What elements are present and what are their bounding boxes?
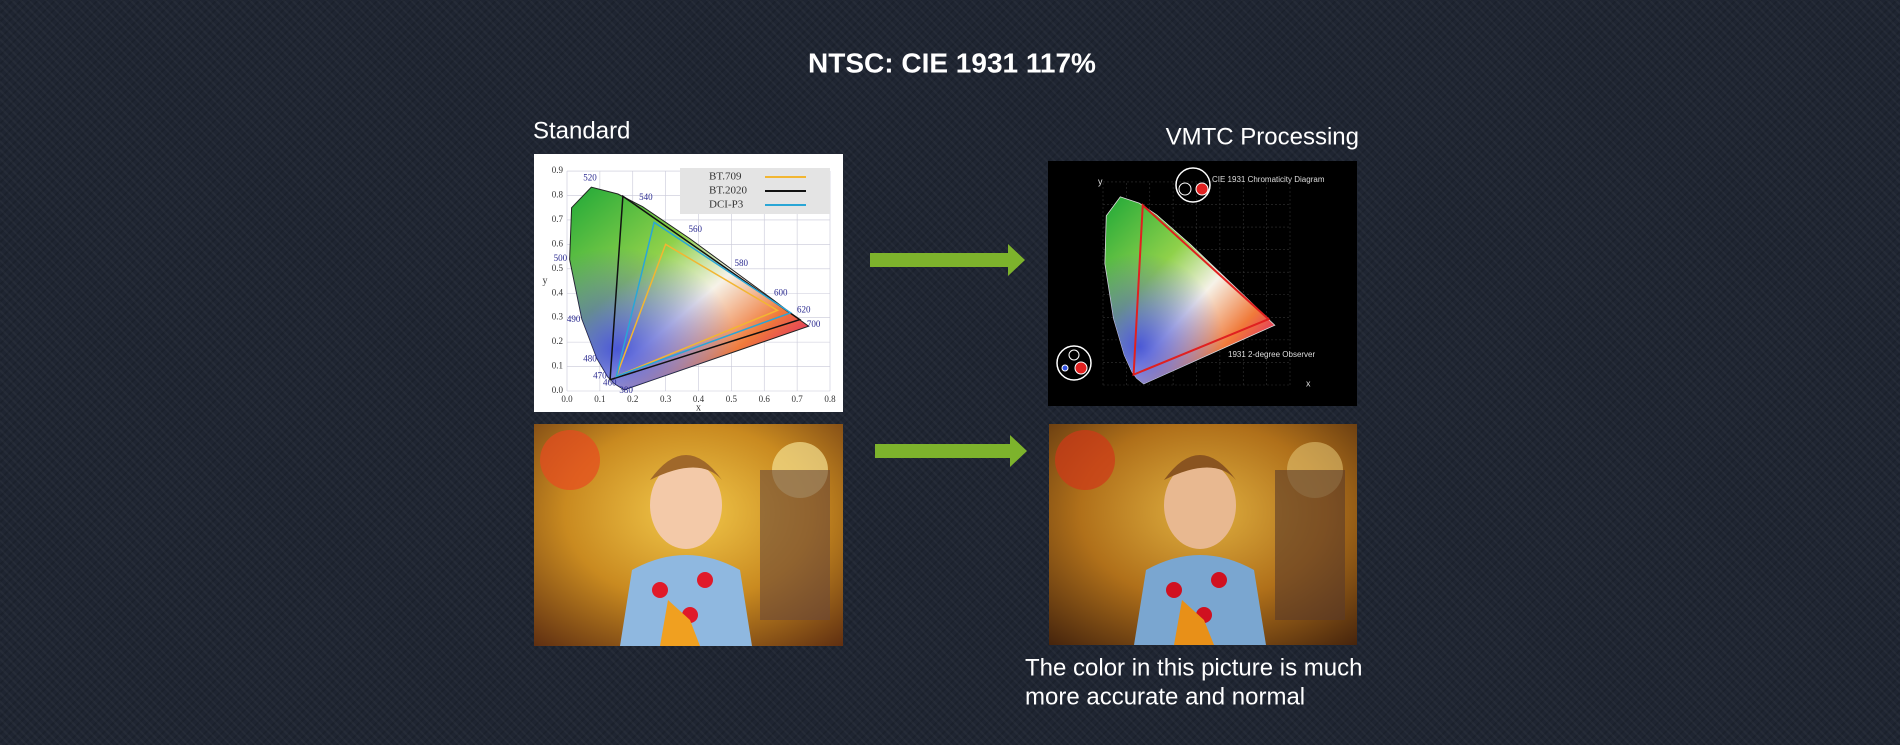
x-tick-label: 0.2 (627, 394, 638, 404)
icon-dot (1195, 182, 1209, 196)
x-tick-label: 0.1 (594, 394, 605, 404)
processed-diagram: CIE 1931 Chromaticity Diagram 1931 2-degr… (1056, 167, 1325, 388)
x-tick-label: 0.0 (561, 394, 573, 404)
wavelength-label: 460 (603, 378, 617, 388)
x-tick-label: 0.4 (693, 394, 705, 404)
icon-dot (1061, 364, 1069, 372)
y-tick-label: 0.4 (552, 287, 564, 297)
gamut-triangle (615, 221, 793, 378)
legend-label: DCI-P3 (709, 199, 744, 211)
y-tick-label: 0.7 (552, 214, 564, 224)
panel-label: Standard (533, 117, 630, 144)
standard-diagram: 0.0 0.1 0.2 0.3 0.4 0.5 0.6 0.7 0.8 0.0 0.1 0.2 0.3 0… (543, 165, 837, 413)
gamut-triangle (615, 243, 780, 378)
caption: The color in this picture is much (1025, 654, 1362, 681)
wavelength-label: 620 (797, 304, 811, 314)
icon-circle (1056, 345, 1092, 381)
legend-box (680, 168, 830, 214)
legend-label: BT.2020 (709, 185, 747, 197)
icon-dot (1068, 349, 1080, 361)
blue-region (1104, 196, 1275, 384)
wavelength-label: 470 (593, 370, 607, 380)
y-tick-label: 0.9 (552, 165, 564, 175)
y-tick-label: 0.6 (552, 238, 564, 248)
wavelength-label: 490 (567, 314, 581, 324)
photo-processed (1049, 424, 1357, 645)
diagram-note: 1931 2-degree Observer (1228, 350, 1316, 359)
icon-dot (1074, 361, 1088, 375)
legend-label: BT.709 (709, 171, 742, 183)
x-tick-label: 0.5 (726, 394, 738, 404)
y-tick-label: 0.8 (552, 190, 564, 200)
arrow (870, 244, 1025, 276)
x-tick-label: 0.8 (824, 394, 836, 404)
wavelength-label: 480 (583, 353, 597, 363)
photo-standard (534, 424, 843, 646)
y-axis-label: y (543, 275, 548, 286)
y-tick-label: 0.5 (552, 263, 564, 273)
x-tick-label: 0.3 (660, 394, 672, 404)
wavelength-label: 600 (774, 287, 788, 297)
wavelength-label: 520 (583, 172, 597, 182)
y-tick-label: 0.1 (552, 361, 563, 371)
icon-dot (1178, 182, 1192, 196)
x-tick-label: 0.7 (792, 394, 804, 404)
x-tick-label: 0.6 (759, 394, 771, 404)
y-tick-label: 0.3 (552, 312, 564, 322)
x-axis-label: x (696, 402, 701, 413)
icon-circle (1175, 167, 1211, 203)
wavelength-label: 380 (619, 385, 633, 395)
wavelength-label: 560 (688, 224, 702, 234)
blue-region (569, 187, 809, 390)
diagram-title: CIE 1931 Chromaticity Diagram (1212, 175, 1325, 184)
x-axis-label: x (1306, 378, 1311, 388)
y-axis-label: y (1098, 176, 1103, 186)
wavelength-label: 580 (734, 258, 748, 268)
y-tick-label: 0.0 (552, 385, 564, 395)
y-tick-label: 0.2 (552, 336, 563, 346)
slide-title: NTSC: CIE 1931 117% (808, 47, 1096, 78)
wavelength-label: 500 (554, 253, 568, 263)
arrow (875, 435, 1027, 467)
gamut-triangle (609, 194, 802, 381)
wavelength-label: 700 (807, 319, 821, 329)
gamut-triangle (1132, 203, 1271, 377)
caption: more accurate and normal (1025, 683, 1305, 710)
panel-label: VMTC Processing (1166, 123, 1359, 150)
wavelength-label: 540 (639, 192, 653, 202)
